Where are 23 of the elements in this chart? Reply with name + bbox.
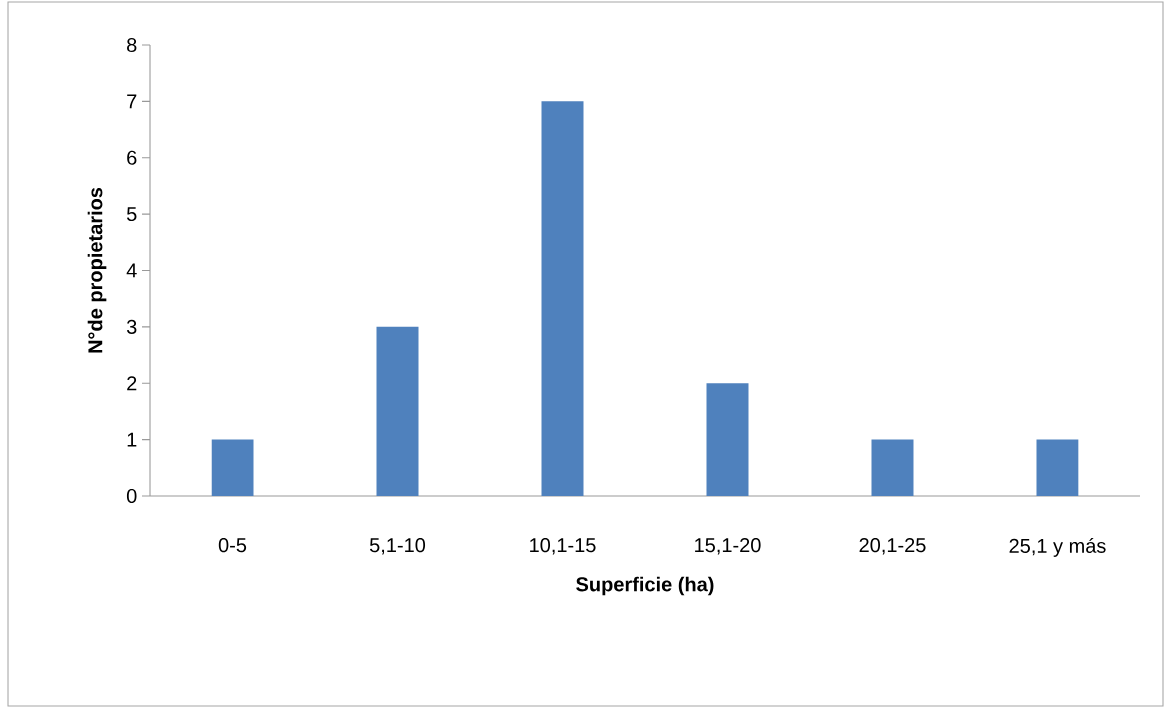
y-tick-label: 4	[126, 263, 137, 278]
y-tick-label: 2	[127, 376, 137, 391]
y-tick-label: 7	[127, 94, 137, 109]
y-axis-title: N°de propietarios	[87, 187, 107, 353]
x-tick-label: 25,1 y más	[1009, 538, 1106, 557]
y-tick-label: 8	[127, 37, 137, 53]
x-tick-label: 15,1-20	[695, 538, 761, 555]
bar	[706, 383, 749, 496]
bar	[1036, 439, 1079, 496]
y-tick-label: 5	[126, 207, 137, 222]
y-tick-label: 6	[127, 150, 137, 165]
x-tick-label: 10,1-15	[530, 538, 596, 555]
x-tick-label: 20,1-25	[859, 538, 926, 555]
y-tick-label: 3	[126, 319, 137, 334]
y-tick-label: 1	[127, 432, 137, 447]
x-axis-title: Superficie (ha)	[576, 576, 714, 596]
x-tick-label: 0-5	[218, 538, 247, 553]
bar	[211, 439, 254, 496]
bar	[376, 326, 419, 496]
bar	[541, 101, 584, 496]
bar	[871, 439, 914, 496]
x-tick-label: 5,1-10	[369, 538, 426, 555]
y-tick-label: 0	[126, 488, 137, 504]
